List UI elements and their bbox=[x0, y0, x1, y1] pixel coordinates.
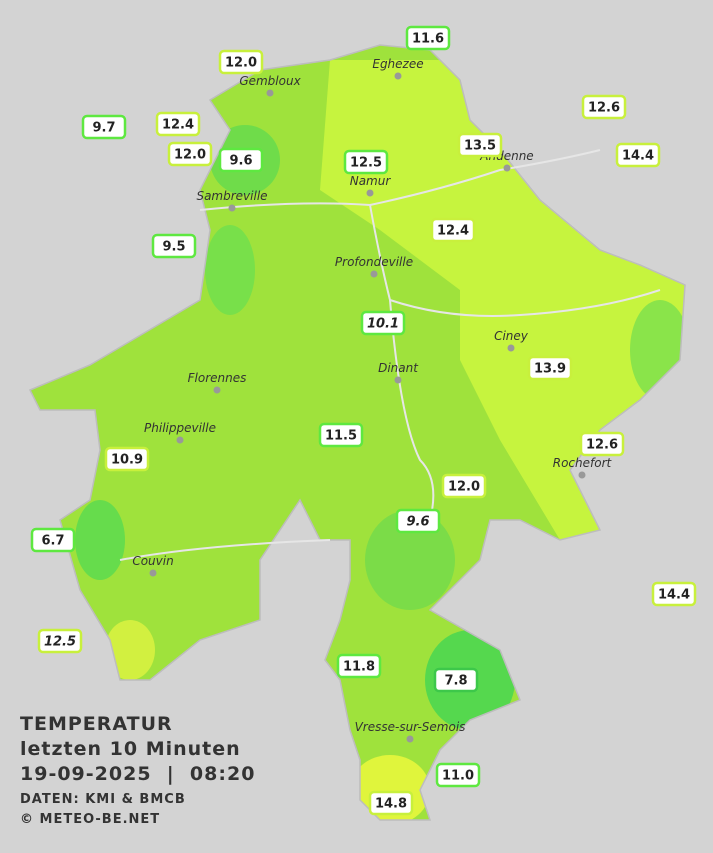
city-label: Sambreville bbox=[196, 189, 267, 203]
station-value: 11.0 bbox=[442, 769, 474, 784]
station-box bbox=[336, 653, 382, 679]
station-box bbox=[430, 217, 476, 243]
station-value: 12.0 bbox=[225, 56, 257, 71]
station-value: 12.0 bbox=[448, 480, 480, 495]
city-label: Namur bbox=[350, 174, 392, 188]
station-value: 11.6 bbox=[412, 32, 444, 47]
station-box bbox=[81, 114, 127, 140]
station-box bbox=[151, 233, 197, 259]
city-label: Rochefort bbox=[553, 456, 613, 470]
station-box bbox=[579, 431, 625, 457]
station-value: 14.4 bbox=[622, 149, 654, 164]
city-dot bbox=[507, 344, 515, 352]
station-value: 12.0 bbox=[174, 148, 206, 163]
city-dot bbox=[503, 164, 511, 172]
station-box bbox=[167, 141, 213, 167]
legend-period: letzten 10 Minuten bbox=[20, 738, 241, 760]
station-value: 12.4 bbox=[437, 224, 469, 239]
station-box bbox=[581, 94, 627, 120]
city-label: Couvin bbox=[132, 554, 173, 568]
legend-copyright: © METEO-BE.NET bbox=[20, 812, 160, 827]
city-label: Gembloux bbox=[239, 74, 301, 88]
station-box bbox=[433, 667, 479, 693]
station-value: 9.7 bbox=[92, 121, 115, 136]
station-value: 9.5 bbox=[162, 240, 185, 255]
station-value: 12.5 bbox=[44, 635, 76, 650]
station-value: 6.7 bbox=[41, 534, 64, 549]
station-value: 12.6 bbox=[588, 101, 620, 116]
station-box bbox=[155, 111, 201, 137]
station-box bbox=[615, 142, 661, 168]
stations: 11.6 12.0 12.6 9.7 12.4 13.5 14.4 12.0 9.6 12.5 12… bbox=[30, 25, 697, 816]
city-label: Philippeville bbox=[144, 421, 216, 435]
station-box bbox=[360, 310, 406, 336]
station-box bbox=[441, 473, 487, 499]
station-box bbox=[457, 132, 503, 158]
river bbox=[119, 149, 601, 561]
station-box bbox=[527, 355, 573, 381]
station-value: 10.9 bbox=[111, 453, 143, 468]
station-value: 12.5 bbox=[350, 156, 382, 171]
station-box bbox=[343, 149, 389, 175]
station-box bbox=[318, 422, 364, 448]
station-value: 11.5 bbox=[325, 429, 357, 444]
station-value: 14.8 bbox=[375, 797, 407, 812]
legend-title: TEMPERATUR bbox=[20, 713, 173, 735]
station-value: 11.8 bbox=[343, 660, 375, 675]
city-dot bbox=[366, 189, 374, 197]
station-box bbox=[218, 147, 264, 173]
cities: EghezeeGemblouxAndenneNamurSambrevillePr… bbox=[132, 57, 613, 743]
station-value: 12.6 bbox=[586, 438, 618, 453]
city-label: Ciney bbox=[494, 329, 529, 343]
station-box bbox=[37, 628, 83, 654]
station-value: 9.6 bbox=[406, 515, 429, 530]
station-value: 9.6 bbox=[229, 154, 252, 169]
station-value: 12.4 bbox=[162, 118, 194, 133]
station-value: 13.9 bbox=[534, 362, 566, 377]
city-dot bbox=[176, 436, 184, 444]
city-label: Dinant bbox=[378, 361, 419, 375]
city-label: Profondeville bbox=[335, 255, 413, 269]
station-box bbox=[435, 762, 481, 788]
city-dot bbox=[149, 569, 157, 577]
city-dot bbox=[370, 270, 378, 278]
city-dot bbox=[266, 89, 274, 97]
legend-source: DATEN: KMI & BMCB bbox=[20, 792, 186, 807]
city-dot bbox=[394, 376, 402, 384]
city-label: Florennes bbox=[188, 371, 247, 385]
city-dot bbox=[406, 735, 414, 743]
city-dot bbox=[213, 386, 221, 394]
station-box bbox=[104, 446, 150, 472]
station-box bbox=[405, 25, 451, 51]
station-value: 14.4 bbox=[658, 588, 690, 603]
station-box bbox=[651, 581, 697, 607]
station-value: 13.5 bbox=[464, 139, 496, 154]
city-label: Eghezee bbox=[372, 57, 423, 71]
station-box bbox=[368, 790, 414, 816]
station-value: 10.1 bbox=[367, 317, 399, 332]
city-dot bbox=[394, 72, 402, 80]
city-dot bbox=[578, 471, 586, 479]
station-box bbox=[218, 49, 264, 75]
city-dot bbox=[228, 204, 236, 212]
city-label: Vresse-sur-Semois bbox=[355, 720, 466, 734]
station-box bbox=[395, 508, 441, 534]
station-box bbox=[30, 527, 76, 553]
legend-datetime: 19-09-2025 | 08:20 bbox=[20, 763, 255, 785]
station-value: 7.8 bbox=[444, 674, 467, 689]
